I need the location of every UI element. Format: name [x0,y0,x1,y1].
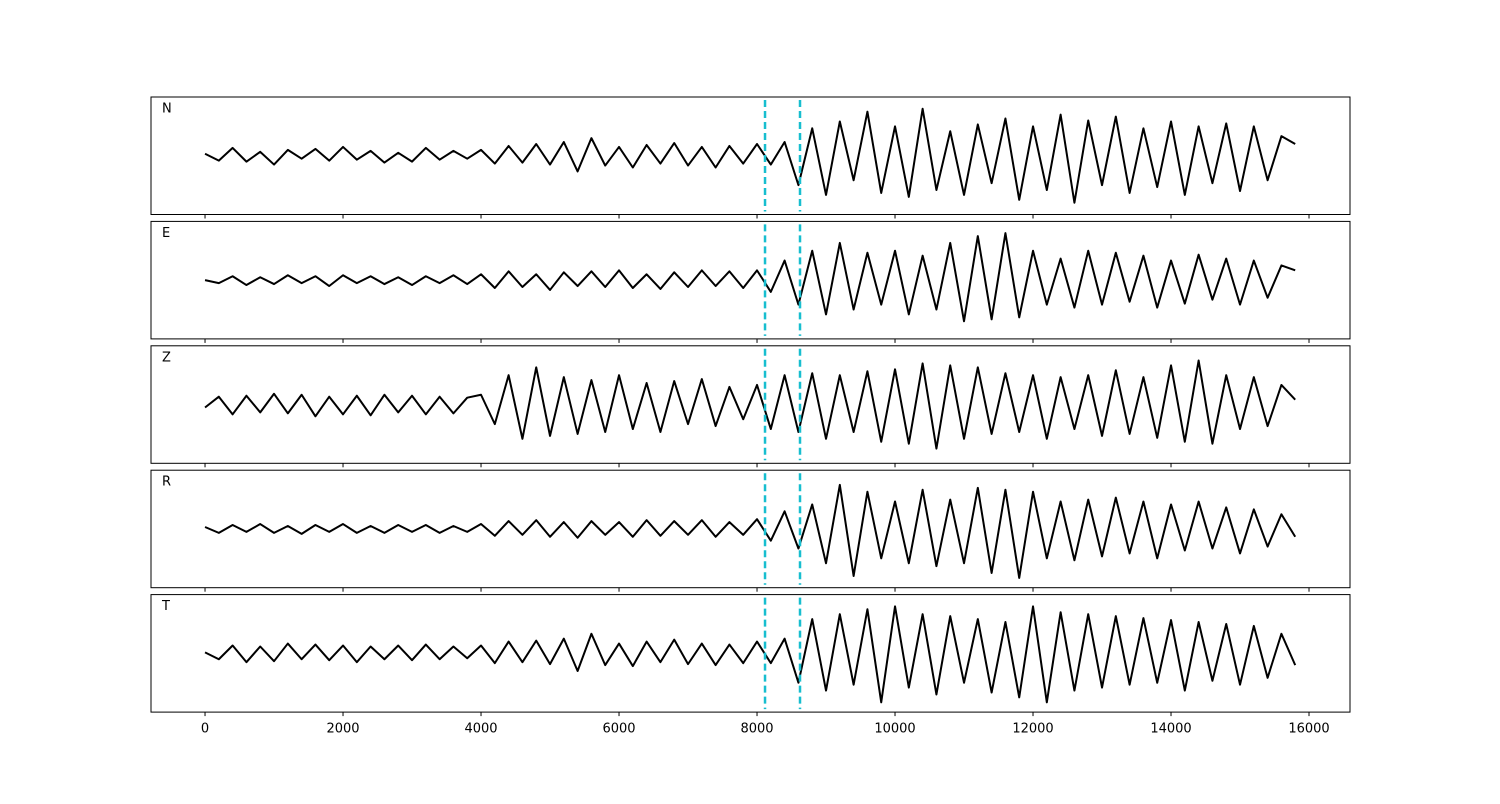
panel-frame [150,469,1351,589]
panel-label: E [162,226,170,241]
x-tick-label: 10000 [874,722,915,737]
panel-frame [150,345,1351,464]
x-tick-label: 6000 [602,722,635,737]
panel-frame [150,594,1351,713]
trace [204,483,1297,579]
x-tick-label: 14000 [1150,722,1191,737]
trace [204,359,1296,450]
x-tick-label: 8000 [740,722,773,737]
x-tick-label: 16000 [1288,722,1329,737]
panel-label: T [161,599,170,614]
panel-label: N [162,102,172,117]
x-tick-label: 4000 [464,722,497,737]
trace [204,232,1296,323]
x-tick-label: 0 [201,722,209,737]
panel-frame [150,96,1351,215]
x-tick-label: 2000 [326,722,359,737]
panel-frame [150,220,1351,340]
panel-label: R [162,475,171,490]
trace [204,605,1297,704]
x-tick-label: 12000 [1012,722,1053,737]
trace [204,107,1296,204]
panel-label: Z [162,350,171,365]
